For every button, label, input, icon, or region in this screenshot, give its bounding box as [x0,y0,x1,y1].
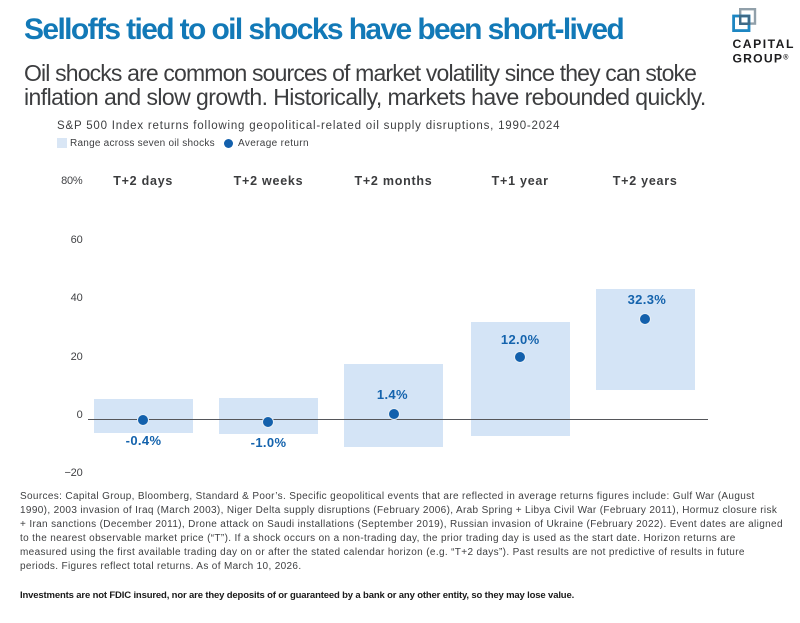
svg-text:CAPITAL: CAPITAL [733,37,795,51]
svg-text:GROUP®: GROUP® [733,52,790,66]
